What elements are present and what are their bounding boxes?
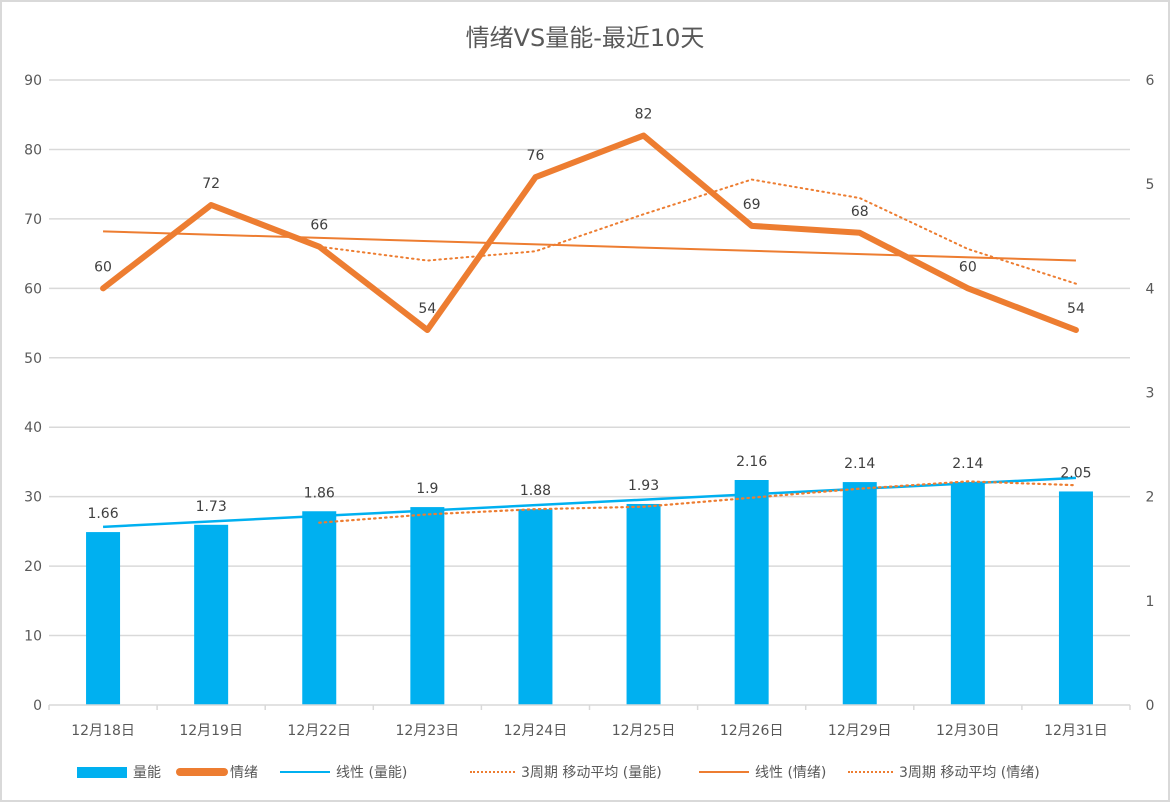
bar: [410, 507, 445, 705]
data-label-qingxu: 76: [527, 148, 545, 164]
bar: [950, 482, 985, 705]
y-left-tick-label: 40: [24, 420, 42, 436]
data-label-qingxu: 72: [202, 176, 220, 192]
y-left-tick-label: 10: [24, 629, 42, 645]
x-tick-label: 12月23日: [396, 723, 460, 739]
data-label-liangneng: 1.66: [87, 506, 118, 522]
line-qingxu-path: [100, 132, 1079, 333]
y-left-tick-label: 90: [24, 73, 42, 89]
bar: [734, 480, 769, 705]
y-left-tick-label: 0: [33, 698, 42, 714]
legend-label: 3周期 移动平均 (情绪): [899, 765, 1040, 781]
legend: 量能 情绪 线性 (量能) 3周期 移动平均 (量能) 线性 (情绪) 3周期 …: [0, 760, 1170, 784]
x-tick-label: 12月30日: [936, 723, 1000, 739]
data-labels: 60 72 66 54 76 82 69 68 60 54 1.66 1.73 1.86 1.9 1.88 1…: [87, 107, 1091, 523]
data-label-qingxu: 68: [851, 204, 869, 220]
trendline-ma-liangneng: [318, 480, 1078, 524]
x-tick-label: 12月25日: [612, 723, 676, 739]
bars-liangneng: [86, 480, 1093, 705]
x-tick-label: 12月26日: [720, 723, 784, 739]
legend-item-ma-liangneng[interactable]: 3周期 移动平均 (量能): [470, 760, 662, 784]
legend-item-qingxu[interactable]: 情绪: [176, 760, 258, 784]
data-label-liangneng: 2.14: [952, 456, 983, 472]
y-left-tick-label: 70: [24, 212, 42, 228]
y-left-tick-label: 50: [24, 351, 42, 367]
y-right-tick-label: 6: [1146, 73, 1155, 89]
legend-label: 线性 (情绪): [755, 765, 827, 781]
data-label-qingxu: 54: [418, 301, 436, 317]
trendlines: [102, 178, 1078, 529]
legend-swatch-bar: [77, 766, 127, 778]
trendline-linear-liangneng: [102, 476, 1077, 529]
data-label-liangneng: 2.05: [1060, 465, 1091, 481]
data-label-liangneng: 2.14: [844, 456, 875, 472]
x-tick-label: 12月29日: [828, 723, 892, 739]
y-left-tick-label: 60: [24, 281, 42, 297]
legend-swatch-dotted: [470, 771, 515, 773]
data-label-liangneng: 1.88: [520, 483, 551, 499]
trendline-ma-qingxu: [318, 178, 1077, 285]
bar: [518, 509, 553, 705]
bar: [194, 524, 229, 705]
data-label-qingxu: 60: [94, 259, 112, 275]
y-left-tick-label: 30: [24, 490, 42, 506]
data-label-liangneng: 1.73: [196, 499, 227, 515]
legend-swatch-thick-line: [176, 768, 228, 776]
legend-swatch-line: [280, 771, 330, 773]
data-label-liangneng: 1.9: [416, 481, 438, 497]
y-left-tick-label: 80: [24, 142, 42, 158]
data-label-liangneng: 1.93: [628, 478, 659, 494]
legend-item-linear-qingxu[interactable]: 线性 (情绪): [699, 760, 826, 784]
bar: [842, 482, 877, 705]
data-label-liangneng: 1.86: [304, 485, 335, 501]
y-right-tick-label: 4: [1146, 281, 1155, 297]
data-label-qingxu: 82: [635, 107, 653, 123]
data-label-qingxu: 54: [1067, 301, 1085, 317]
y-left-tick-label: 20: [24, 559, 42, 575]
bar: [626, 503, 661, 705]
x-tick-label: 12月19日: [179, 723, 243, 739]
legend-item-ma-qingxu[interactable]: 3周期 移动平均 (情绪): [848, 760, 1040, 784]
y-right-tick-label: 0: [1146, 698, 1155, 714]
legend-label: 线性 (量能): [336, 765, 408, 781]
data-label-qingxu: 60: [959, 259, 977, 275]
x-tick-label: 12月31日: [1044, 723, 1108, 739]
y-right-tick-label: 5: [1146, 177, 1155, 193]
x-tick-label: 12月22日: [287, 723, 351, 739]
legend-label: 情绪: [230, 765, 258, 781]
gridlines: [49, 79, 1130, 637]
legend-label: 3周期 移动平均 (量能): [521, 765, 662, 781]
data-label-qingxu: 66: [310, 218, 328, 234]
bar: [1058, 491, 1093, 705]
legend-label: 量能: [133, 765, 161, 781]
legend-swatch-dotted: [848, 771, 893, 773]
legend-item-liangneng[interactable]: 量能: [77, 760, 161, 784]
y-right-tick-label: 2: [1146, 490, 1155, 506]
x-tick-label: 12月24日: [504, 723, 568, 739]
line-qingxu: [100, 132, 1079, 333]
bar: [86, 532, 121, 705]
x-tick-label: 12月18日: [71, 723, 135, 739]
trendline-linear-qingxu: [103, 230, 1076, 262]
data-label-liangneng: 2.16: [736, 454, 767, 470]
bar: [302, 511, 337, 705]
axes: 0 10 20 30 40 50 60 70 80 90 0 1 2 3 4 5 6 12月18日 12月19日 12…: [24, 73, 1154, 739]
y-right-tick-label: 1: [1146, 594, 1155, 610]
legend-item-linear-liangneng[interactable]: 线性 (量能): [280, 760, 407, 784]
chart-title: 情绪VS量能-最近10天: [465, 24, 705, 52]
y-right-tick-label: 3: [1146, 386, 1155, 402]
data-label-qingxu: 69: [743, 197, 761, 213]
legend-swatch-line: [699, 771, 749, 773]
